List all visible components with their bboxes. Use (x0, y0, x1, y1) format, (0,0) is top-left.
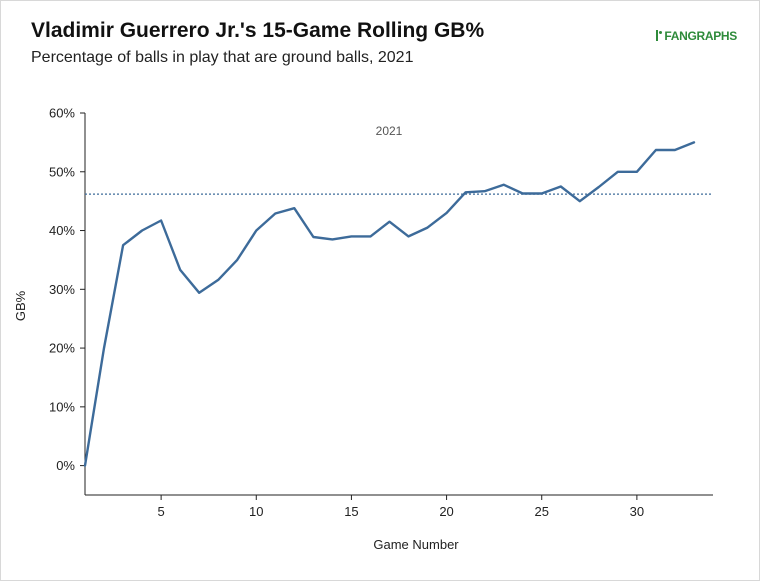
x-tick-label: 30 (630, 504, 644, 519)
x-tick-label: 10 (249, 504, 263, 519)
x-tick-label: 5 (158, 504, 165, 519)
y-tick-label: 20% (49, 341, 75, 356)
series-group (83, 141, 696, 467)
chart-title: Vladimir Guerrero Jr.'s 15-Game Rolling … (31, 19, 485, 42)
y-tick-label: 50% (49, 164, 75, 179)
y-tick-label: 40% (49, 223, 75, 238)
y-tick-label: 60% (49, 106, 75, 121)
year-annotation: 2021 (376, 124, 403, 138)
x-tick-label: 20 (439, 504, 453, 519)
fangraphs-logo-text: FANGRAPHS (664, 29, 737, 43)
x-axis-title: Game Number (373, 537, 459, 552)
x-tick-label: 25 (534, 504, 548, 519)
fangraphs-logo-icon (655, 30, 663, 41)
x-tick-label: 15 (344, 504, 358, 519)
axes: 0% 10% 20% 30% 40% 50% 60% 5 10 15 20 25 30 (49, 106, 713, 519)
y-tick-label: 30% (49, 282, 75, 297)
y-tick-label: 0% (56, 458, 75, 473)
fangraphs-logo: FANGRAPHS (655, 29, 737, 43)
y-tick-label: 10% (49, 399, 75, 414)
chart-subtitle: Percentage of balls in play that are gro… (31, 49, 414, 66)
y-axis-title: GB% (13, 290, 28, 321)
series-line (83, 141, 696, 467)
